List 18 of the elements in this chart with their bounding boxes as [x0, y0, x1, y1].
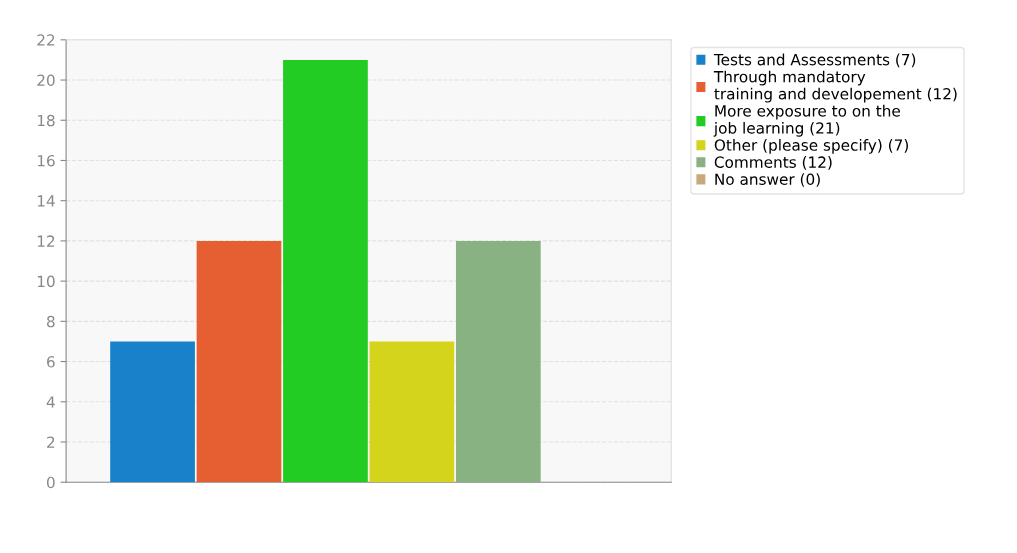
legend-label: Comments (12)	[714, 156, 832, 170]
y-tick-label: 10	[37, 275, 55, 288]
y-tick-label: 0	[46, 476, 55, 489]
y-tick-label: 12	[37, 235, 55, 247]
y-tick-label: 6	[47, 356, 55, 368]
y-tick-label: 20	[37, 74, 55, 87]
legend-label: More exposure to on the job learning (21)	[713, 104, 900, 137]
y-tick-label: 4	[46, 396, 55, 408]
legend-label: Tests and Assessments (7)	[713, 53, 916, 68]
y-tick-label: 2	[47, 436, 55, 448]
y-tick-label: 16	[37, 154, 55, 167]
y-tick-label: 22	[37, 34, 55, 46]
legend-label: No answer (0)	[715, 173, 820, 187]
y-tick-label: 18	[37, 114, 55, 127]
y-tick-label: 8	[47, 315, 55, 328]
y-tick-label: 14	[37, 195, 55, 207]
legend-label: Other (please specify) (7)	[714, 139, 908, 154]
legend-label: Through mandatory training and developement (12)	[713, 70, 957, 103]
